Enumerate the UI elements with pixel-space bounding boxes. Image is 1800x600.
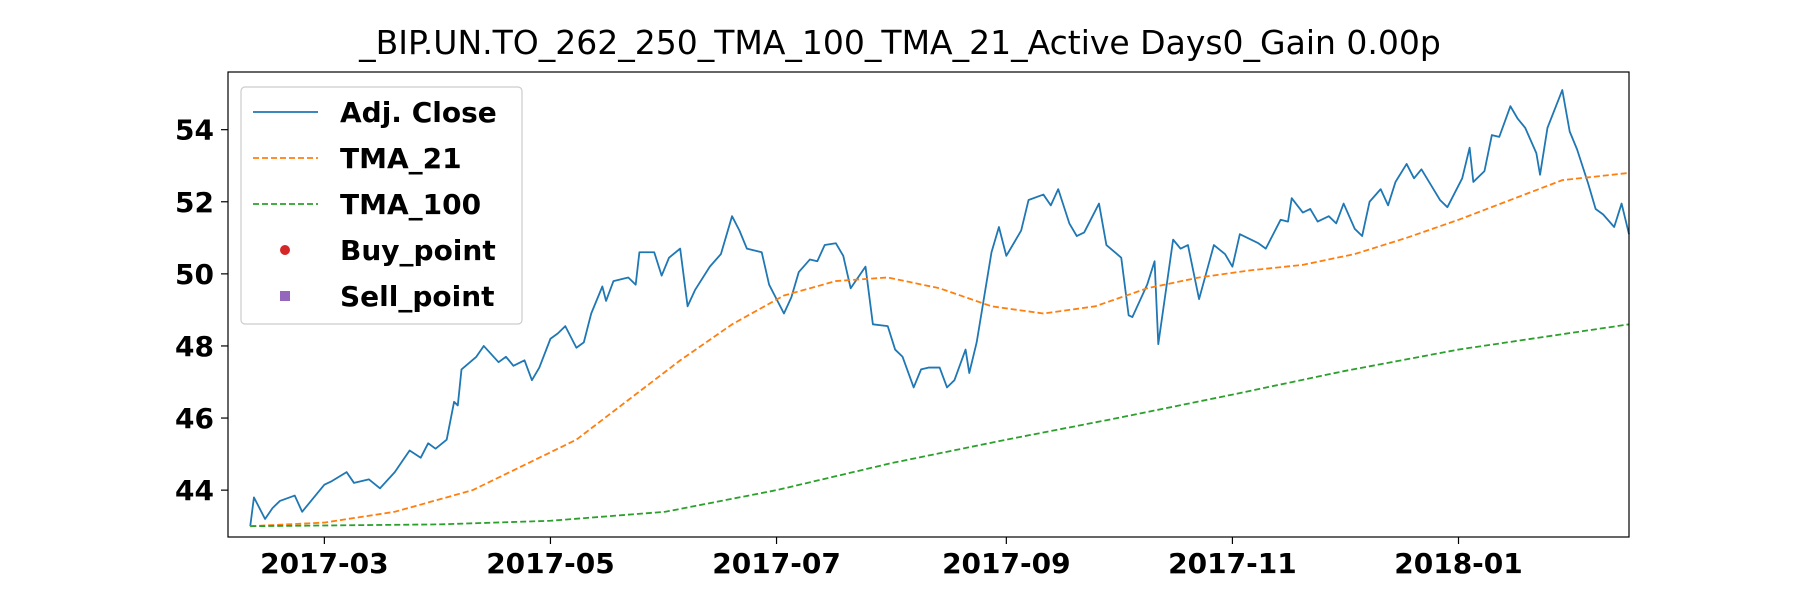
y-tick-label: 52 <box>175 186 214 219</box>
legend: Adj. Close TMA_21 TMA_100 Buy_point Sell_poi… <box>240 86 523 325</box>
legend-label-tma-100: TMA_100 <box>340 188 481 221</box>
y-tick-label: 50 <box>175 258 214 291</box>
y-tick-label: 48 <box>175 330 214 363</box>
y-tick-label: 44 <box>175 474 214 507</box>
x-axis: 2017-03 2017-05 2017-07 2017-09 2017-11 2018-… <box>260 537 1523 580</box>
legend-swatch-sell-point <box>280 291 290 301</box>
x-tick-label: 2017-09 <box>942 547 1071 580</box>
legend-label-sell-point: Sell_point <box>340 280 495 313</box>
chart-title: _BIP.UN.TO_262_250_TMA_100_TMA_21_Active… <box>358 23 1441 62</box>
x-tick-label: 2018-01 <box>1394 547 1523 580</box>
x-tick-label: 2017-03 <box>260 547 389 580</box>
legend-label-adj-close: Adj. Close <box>340 96 497 129</box>
legend-box <box>240 86 523 325</box>
y-tick-label: 46 <box>175 402 214 435</box>
series-layer <box>249 89 1630 528</box>
y-tick-label: 54 <box>175 114 214 147</box>
series-line-tma-100 <box>250 323 1630 528</box>
x-tick-label: 2017-05 <box>486 547 615 580</box>
x-tick-label: 2017-11 <box>1168 547 1297 580</box>
series-line-adj-close <box>249 89 1630 527</box>
x-tick-label: 2017-07 <box>712 547 841 580</box>
plot-frame <box>227 71 1630 538</box>
series-line-tma-21 <box>250 172 1630 528</box>
legend-swatch-buy-point <box>280 245 290 255</box>
y-axis: 44 46 48 50 52 54 <box>175 114 228 507</box>
legend-label-tma-21: TMA_21 <box>340 142 462 175</box>
legend-label-buy-point: Buy_point <box>340 234 496 267</box>
